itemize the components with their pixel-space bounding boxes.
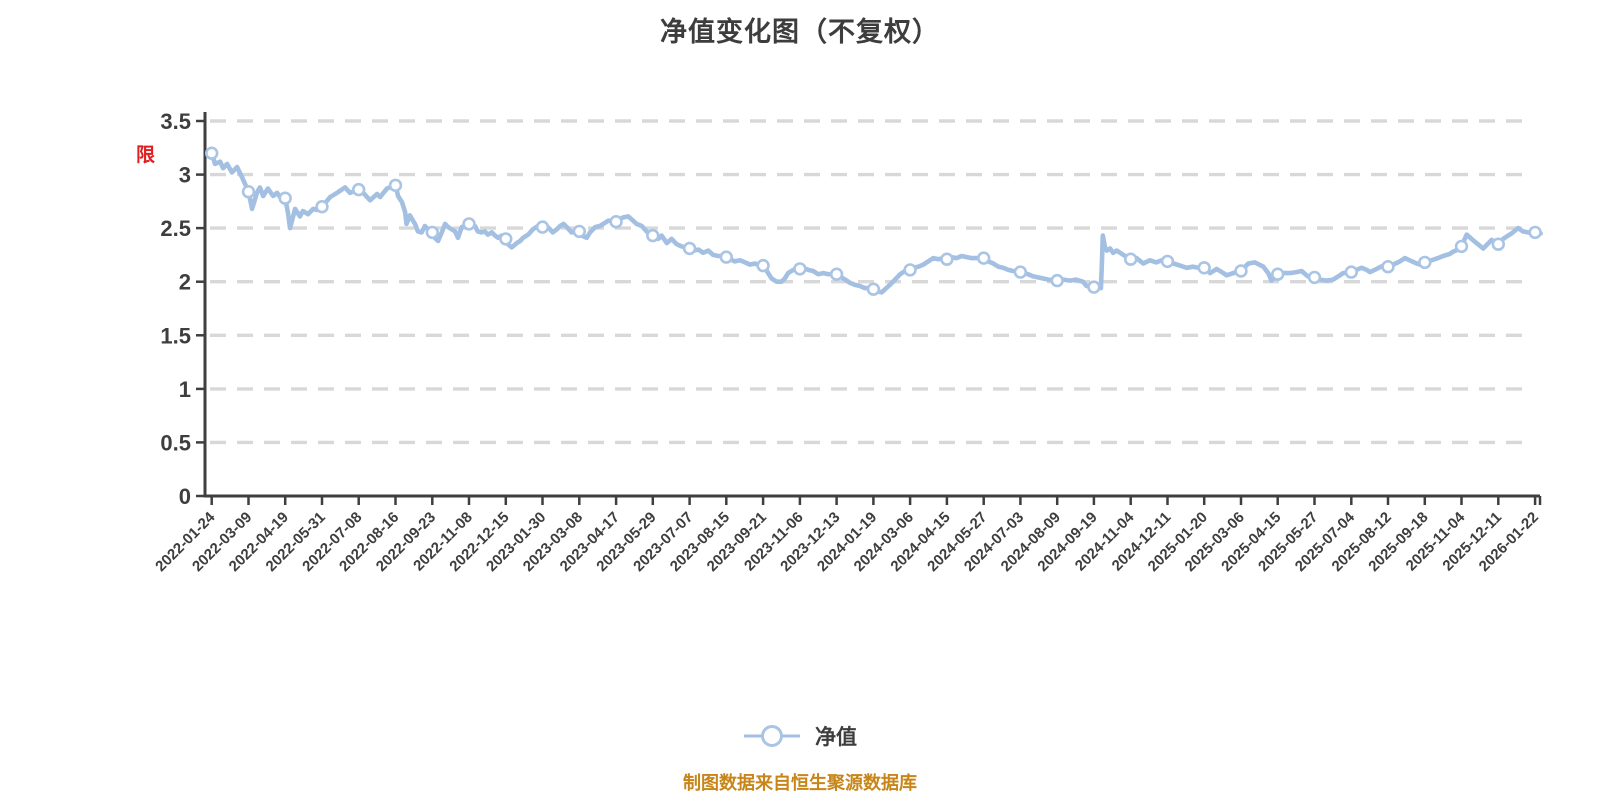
data-point-marker[interactable]: [1491, 237, 1506, 251]
data-point-marker[interactable]: [1234, 264, 1248, 278]
data-point-marker[interactable]: [719, 250, 733, 264]
data-point-marker[interactable]: [499, 232, 513, 246]
data-point-marker[interactable]: [609, 215, 623, 229]
data-point-marker[interactable]: [388, 178, 403, 193]
data-point-marker[interactable]: [903, 263, 917, 277]
y-tick-label: 1.5: [160, 323, 191, 348]
legend-marker-icon[interactable]: [743, 723, 801, 749]
data-point-marker[interactable]: [1528, 225, 1542, 240]
y-tick-label: 3: [179, 163, 191, 188]
data-point-marker[interactable]: [1344, 265, 1359, 279]
data-point-marker[interactable]: [1270, 267, 1285, 281]
y-tick-label: 0: [179, 484, 191, 509]
data-point-marker[interactable]: [1381, 260, 1395, 274]
data-point-marker[interactable]: [646, 228, 660, 243]
data-point-marker[interactable]: [1197, 261, 1211, 275]
purchase-restricted-badge: 限: [136, 145, 156, 166]
y-tick-label: 1: [179, 377, 191, 402]
data-point-marker[interactable]: [535, 220, 550, 234]
page-title: 净值变化图（不复权）: [660, 17, 940, 47]
data-point-marker[interactable]: [1013, 265, 1028, 279]
y-tick-label: 2.5: [160, 216, 191, 241]
data-point-marker[interactable]: [241, 185, 256, 199]
y-tick-label: 0.5: [160, 430, 191, 455]
data-point-marker[interactable]: [315, 200, 329, 214]
legend-label[interactable]: 净值: [815, 726, 857, 749]
data-point-marker[interactable]: [829, 267, 844, 281]
legend-circle: [761, 725, 783, 747]
data-point-marker[interactable]: [1160, 254, 1175, 269]
data-point-marker[interactable]: [940, 252, 954, 266]
data-point-marker[interactable]: [1307, 270, 1322, 285]
data-source-note: 制图数据来自恒生聚源数据库: [683, 773, 917, 793]
y-tick-label: 2: [179, 270, 191, 295]
data-point-marker[interactable]: [976, 251, 991, 265]
data-point-marker[interactable]: [866, 282, 881, 296]
data-point-marker[interactable]: [352, 182, 366, 197]
data-point-marker[interactable]: [1050, 273, 1064, 288]
data-point-marker[interactable]: [1418, 255, 1432, 270]
data-point-marker[interactable]: [462, 217, 476, 231]
legend: 净值: [0, 721, 1600, 751]
data-point-marker[interactable]: [205, 146, 219, 160]
data-point-marker[interactable]: [1087, 280, 1101, 294]
data-point-marker[interactable]: [1454, 239, 1469, 254]
y-tick-label: 3.5: [160, 109, 191, 134]
data-point-marker[interactable]: [1123, 252, 1138, 266]
data-point-marker[interactable]: [572, 224, 586, 239]
data-point-marker[interactable]: [756, 258, 770, 273]
data-point-marker[interactable]: [793, 262, 807, 276]
data-point-marker[interactable]: [682, 241, 697, 256]
data-point-marker[interactable]: [425, 225, 439, 240]
data-point-marker[interactable]: [278, 191, 292, 205]
